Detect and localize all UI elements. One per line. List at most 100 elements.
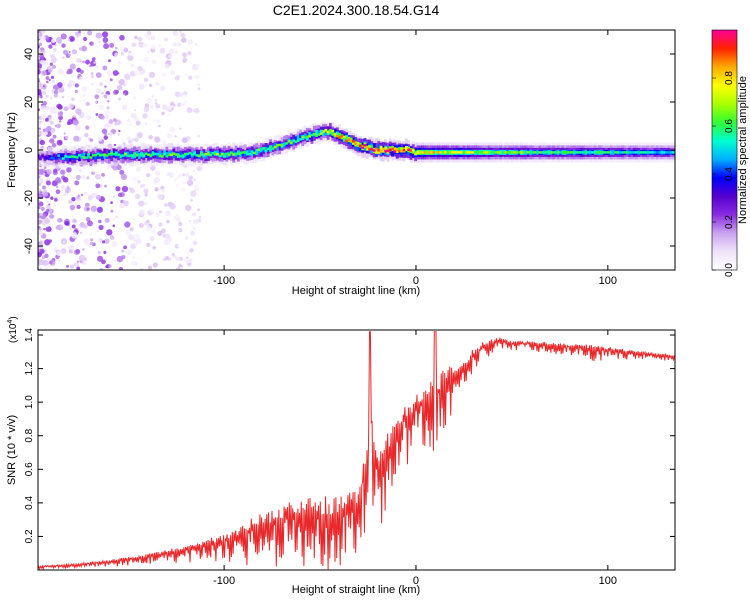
- heat-ridge-cell: [457, 151, 461, 154]
- heat-noise-cell: [136, 166, 142, 172]
- heat-noise-cell: [54, 267, 58, 270]
- heat-noise-cell: [161, 72, 166, 78]
- heat-noise-cell: [38, 48, 41, 54]
- heat-ridge-cell: [575, 151, 579, 154]
- colorbar-tick-label: 0.4: [724, 167, 735, 181]
- heat-noise-cell: [63, 132, 66, 135]
- heat-noise-cell: [66, 264, 70, 268]
- y-tick-label: 1.2: [24, 361, 35, 375]
- heat-ridge-cell: [312, 133, 316, 136]
- snr-frame: [37, 329, 676, 571]
- heat-noise-cell: [162, 104, 168, 111]
- spectrogram-marks: [38, 30, 675, 270]
- heat-noise-cell: [95, 181, 99, 184]
- heat-noise-cell: [131, 138, 135, 142]
- heat-ridge-cell: [181, 154, 185, 158]
- heat-noise-cell: [95, 72, 102, 79]
- heat-noise-cell: [68, 226, 73, 230]
- heat-noise-cell: [69, 204, 76, 211]
- y-tick-label: 0.6: [24, 462, 35, 476]
- heat-noise-cell: [94, 100, 98, 104]
- heat-noise-cell: [98, 238, 103, 242]
- heat-noise-cell: [53, 93, 59, 98]
- heat-ridge-cell: [188, 153, 192, 159]
- heat-noise-cell: [82, 248, 85, 251]
- heat-noise-cell: [179, 30, 182, 33]
- heat-noise-cell: [116, 255, 123, 263]
- heat-noise-cell: [93, 126, 97, 129]
- heat-ridge-cell: [653, 151, 657, 154]
- heat-ridge-cell: [257, 148, 261, 151]
- heat-noise-cell: [67, 38, 71, 42]
- heat-ridge-cell: [347, 138, 351, 141]
- heat-noise-cell: [143, 201, 148, 206]
- heat-noise-cell: [112, 217, 116, 221]
- heat-noise-cell: [139, 71, 144, 76]
- heat-ridge-cell: [225, 152, 229, 158]
- heat-noise-cell: [93, 61, 96, 64]
- heat-noise-cell: [119, 169, 125, 175]
- heat-ridge-cell: [112, 152, 116, 156]
- heat-ridge-cell: [52, 153, 56, 159]
- heat-noise-cell: [50, 127, 56, 133]
- heat-ridge-cell: [45, 156, 49, 160]
- heat-noise-cell: [55, 36, 63, 44]
- heat-noise-cell: [150, 105, 154, 109]
- heat-noise-cell: [197, 83, 200, 86]
- heat-ridge-cell: [398, 147, 401, 153]
- heat-noise-cell: [39, 241, 42, 244]
- heat-noise-cell: [69, 264, 75, 269]
- heat-noise-cell: [104, 133, 107, 136]
- heat-noise-cell: [130, 260, 136, 266]
- heat-ridge-cell: [280, 144, 284, 147]
- heat-ridge-cell: [250, 150, 254, 153]
- heat-noise-cell: [40, 30, 46, 34]
- heat-noise-cell: [174, 75, 180, 81]
- heat-noise-cell: [186, 107, 193, 113]
- heat-noise-cell: [185, 204, 192, 212]
- heat-noise-cell: [104, 85, 107, 88]
- heat-noise-cell: [154, 187, 159, 192]
- heat-noise-cell: [55, 224, 61, 231]
- heat-ridge-cell: [190, 153, 194, 156]
- heat-noise-cell: [184, 257, 191, 264]
- heat-ridge-cell: [110, 151, 114, 161]
- heat-noise-cell: [144, 107, 149, 112]
- heat-ridge-cell: [607, 151, 611, 154]
- heat-noise-cell: [182, 90, 188, 96]
- heat-ridge-cell: [101, 153, 104, 157]
- heat-noise-cell: [165, 210, 172, 217]
- heat-ridge-cell: [547, 151, 551, 154]
- heat-ridge-cell: [358, 144, 362, 148]
- heat-noise-cell: [44, 253, 49, 259]
- heat-ridge-cell: [204, 152, 208, 156]
- heat-noise-cell: [56, 139, 63, 146]
- heat-noise-cell: [113, 89, 119, 95]
- heat-noise-cell: [123, 245, 127, 250]
- heat-noise-cell: [71, 197, 76, 202]
- heat-ridge-cell: [243, 151, 247, 154]
- heat-ridge-cell: [236, 152, 240, 155]
- heat-ridge-cell: [133, 152, 137, 155]
- heat-noise-cell: [168, 54, 173, 59]
- heat-ridge-cell: [98, 153, 102, 157]
- heat-ridge-cell: [552, 151, 556, 154]
- heat-noise-cell: [180, 32, 186, 38]
- heat-noise-cell: [135, 120, 141, 126]
- heat-noise-cell: [155, 212, 160, 217]
- snr-series-line: [38, 331, 675, 570]
- heat-noise-cell: [60, 33, 67, 40]
- heat-ridge-cell: [271, 144, 275, 150]
- heat-ridge-cell: [338, 136, 342, 139]
- heat-noise-cell: [187, 39, 194, 45]
- heat-ridge-cell: [345, 139, 348, 143]
- heat-ridge-cell: [437, 151, 441, 154]
- heat-ridge-cell: [209, 153, 213, 157]
- heat-noise-cell: [79, 231, 83, 235]
- heat-ridge-cell: [361, 146, 365, 150]
- heat-noise-cell: [168, 172, 174, 178]
- heat-noise-cell: [77, 194, 80, 197]
- heat-ridge-cell: [375, 148, 378, 154]
- heat-noise-cell: [92, 169, 95, 173]
- heat-ridge-cell: [167, 153, 171, 157]
